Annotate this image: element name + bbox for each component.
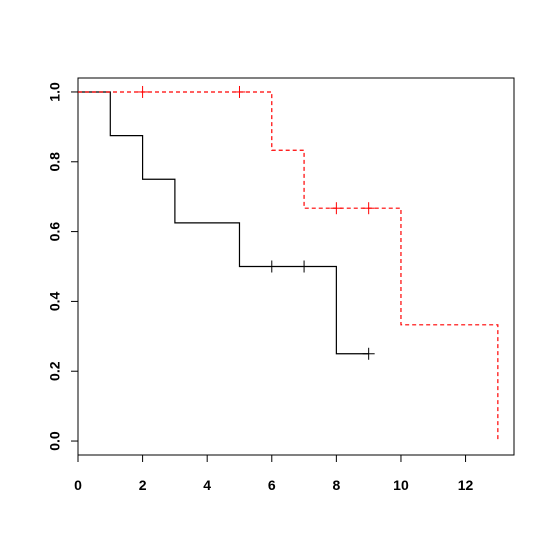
x-tick-label: 12 <box>458 477 474 493</box>
series-2-line <box>78 91 499 442</box>
y-tick-label: 0.8 <box>47 152 63 172</box>
x-tick-label: 6 <box>268 477 276 493</box>
y-tick-label: 0.2 <box>47 361 63 381</box>
censor-mark <box>362 202 375 215</box>
censor-mark <box>265 260 278 273</box>
y-tick-label: 0.0 <box>47 431 63 451</box>
x-tick-label: 4 <box>203 477 211 493</box>
x-tick-label: 2 <box>139 477 147 493</box>
censor-mark <box>233 85 246 98</box>
censor-mark <box>362 347 375 360</box>
y-tick-label: 1.0 <box>47 82 63 102</box>
censor-mark <box>330 202 343 215</box>
x-tick-label: 0 <box>74 477 82 493</box>
series-layer <box>78 85 499 442</box>
censor-mark <box>298 260 311 273</box>
censor-mark <box>136 85 149 98</box>
x-tick-label: 8 <box>332 477 340 493</box>
x-tick-label: 10 <box>393 477 409 493</box>
y-tick-label: 0.4 <box>47 291 63 311</box>
axes: 0 2 4 6 8 10 12 0.0 0.2 0.4 0.6 0.8 1.0 <box>47 82 474 493</box>
y-tick-label: 0.6 <box>47 222 63 242</box>
plot-frame <box>77 77 515 456</box>
series-1-line <box>78 91 369 355</box>
